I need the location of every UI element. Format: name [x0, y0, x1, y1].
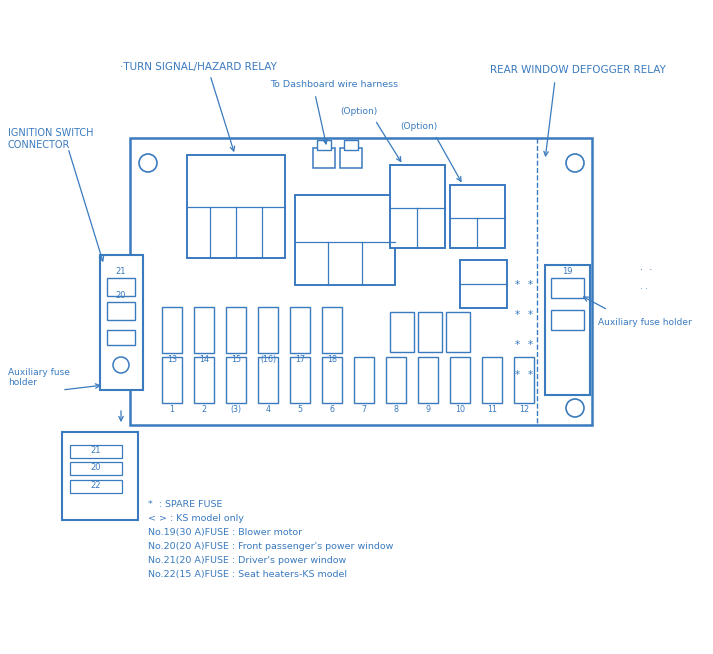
- Text: 10: 10: [455, 405, 465, 414]
- Text: ·TURN SIGNAL/HAZARD RELAY: ·TURN SIGNAL/HAZARD RELAY: [120, 62, 277, 72]
- Bar: [545, 265, 590, 395]
- Text: 20: 20: [116, 291, 126, 300]
- Text: IGNITION SWITCH
CONNECTOR: IGNITION SWITCH CONNECTOR: [8, 128, 93, 150]
- Text: No.19(30 A)FUSE : Blower motor: No.19(30 A)FUSE : Blower motor: [148, 528, 302, 537]
- Bar: [295, 195, 395, 285]
- Bar: [226, 307, 246, 353]
- Text: 17: 17: [295, 355, 305, 364]
- Text: 1: 1: [170, 405, 175, 414]
- Text: *  : SPARE FUSE: * : SPARE FUSE: [148, 500, 222, 509]
- Text: *: *: [515, 340, 520, 350]
- Text: 12: 12: [519, 405, 529, 414]
- Text: *: *: [528, 280, 533, 290]
- Text: ·  ·: · ·: [640, 265, 652, 275]
- Bar: [460, 260, 507, 308]
- Bar: [317, 140, 331, 150]
- Text: · ·: · ·: [640, 286, 648, 294]
- Text: *: *: [528, 370, 533, 380]
- Text: *: *: [515, 310, 520, 320]
- Text: 4: 4: [265, 405, 270, 414]
- Text: REAR WINDOW DEFOGGER RELAY: REAR WINDOW DEFOGGER RELAY: [490, 65, 666, 75]
- Bar: [313, 148, 335, 168]
- Text: *: *: [528, 340, 533, 350]
- Bar: [62, 432, 138, 520]
- Bar: [514, 357, 534, 403]
- Text: 13: 13: [167, 355, 177, 364]
- Bar: [130, 138, 592, 425]
- Bar: [450, 357, 470, 403]
- Text: No.20(20 A)FUSE : Front passenger's power window: No.20(20 A)FUSE : Front passenger's powe…: [148, 542, 394, 551]
- Bar: [450, 185, 505, 248]
- Bar: [162, 307, 182, 353]
- Bar: [70, 462, 122, 475]
- Bar: [187, 155, 285, 258]
- Bar: [390, 165, 445, 248]
- Text: *: *: [515, 280, 520, 290]
- Text: 15: 15: [231, 355, 241, 364]
- Bar: [162, 357, 182, 403]
- Bar: [418, 357, 438, 403]
- Text: 21: 21: [116, 267, 126, 276]
- Text: No.21(20 A)FUSE : Driver's power window: No.21(20 A)FUSE : Driver's power window: [148, 556, 347, 565]
- Text: No.22(15 A)FUSE : Seat heaters-KS model: No.22(15 A)FUSE : Seat heaters-KS model: [148, 570, 347, 579]
- Bar: [107, 278, 135, 296]
- Text: 22: 22: [91, 481, 101, 490]
- Text: Auxiliary fuse holder: Auxiliary fuse holder: [598, 318, 692, 327]
- Text: (Option): (Option): [400, 122, 437, 131]
- Bar: [258, 357, 278, 403]
- Bar: [226, 357, 246, 403]
- Bar: [482, 357, 502, 403]
- Bar: [100, 255, 143, 390]
- Bar: [340, 148, 362, 168]
- Text: *: *: [528, 310, 533, 320]
- Bar: [418, 312, 442, 352]
- Text: (3): (3): [230, 405, 242, 414]
- Text: 5: 5: [297, 405, 302, 414]
- Bar: [446, 312, 470, 352]
- Bar: [258, 307, 278, 353]
- Bar: [344, 140, 358, 150]
- Bar: [70, 445, 122, 458]
- Text: (Option): (Option): [340, 107, 377, 116]
- Text: 9: 9: [426, 405, 431, 414]
- Bar: [194, 307, 214, 353]
- Bar: [194, 357, 214, 403]
- Text: Auxiliary fuse
holder: Auxiliary fuse holder: [8, 368, 70, 387]
- Text: 14: 14: [199, 355, 209, 364]
- Bar: [107, 330, 135, 345]
- Text: 18: 18: [327, 355, 337, 364]
- Bar: [551, 278, 584, 298]
- Text: 2: 2: [202, 405, 207, 414]
- Text: *: *: [515, 370, 520, 380]
- Text: (16): (16): [260, 355, 276, 364]
- Bar: [322, 307, 342, 353]
- Text: 20: 20: [91, 463, 101, 472]
- Bar: [386, 357, 406, 403]
- Bar: [390, 312, 414, 352]
- Bar: [322, 357, 342, 403]
- Text: 11: 11: [487, 405, 497, 414]
- Text: 6: 6: [329, 405, 334, 414]
- Bar: [70, 480, 122, 493]
- Text: 21: 21: [91, 446, 101, 455]
- Text: To Dashboard wire harness: To Dashboard wire harness: [270, 80, 398, 89]
- Bar: [354, 357, 374, 403]
- Text: 8: 8: [394, 405, 399, 414]
- Text: 7: 7: [361, 405, 366, 414]
- Bar: [107, 302, 135, 320]
- Bar: [290, 357, 310, 403]
- Text: < > : KS model only: < > : KS model only: [148, 514, 244, 523]
- Bar: [551, 310, 584, 330]
- Bar: [290, 307, 310, 353]
- Text: 19: 19: [562, 267, 573, 276]
